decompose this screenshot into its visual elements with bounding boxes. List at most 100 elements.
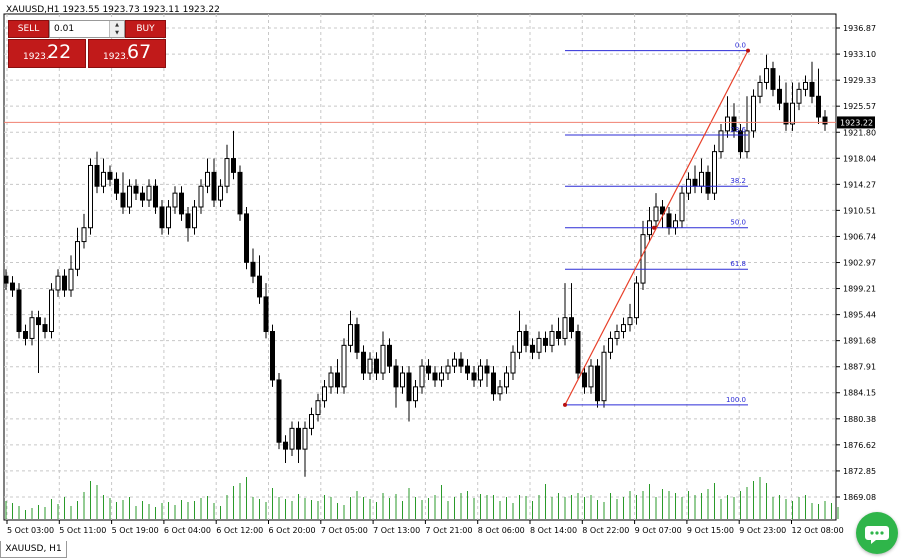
fib-anchor-end [746, 48, 750, 53]
candle-body [406, 372, 412, 402]
candle-body [289, 427, 295, 450]
candle-body [361, 351, 366, 374]
fib-anchor-start [563, 402, 567, 407]
fib-level-label: 61.8 [730, 260, 746, 268]
candle-body [640, 234, 646, 284]
candle-body [556, 331, 561, 339]
candle-body [484, 365, 490, 374]
tab-chart-xauusd[interactable]: XAUUSD, H1 [0, 541, 67, 558]
candle-body [803, 81, 808, 90]
candle-body [367, 358, 373, 374]
chat-bubble-icon [865, 526, 889, 544]
candle-body [543, 337, 548, 346]
sell-button[interactable]: SELL [8, 20, 49, 38]
symbol-ohlc-label: XAUUSD,H1 1923.55 1923.73 1923.11 1923.2… [6, 5, 220, 15]
candle-body [159, 206, 165, 229]
candle-body [400, 372, 405, 388]
x-tick-label: 12 Oct 08:00 [792, 526, 844, 535]
fib-trendline [564, 50, 749, 406]
candle-body [582, 372, 587, 388]
x-tick-label: 6 Oct 12:00 [216, 526, 263, 535]
bid-price-box[interactable]: 1923. 22 [8, 39, 86, 68]
candle-body [393, 365, 399, 388]
candle-body [549, 331, 555, 346]
y-tick-label: 1929.33 [843, 76, 876, 85]
one-click-trading-panel: SELL ▲ ▼ BUY 1923. 22 1923. 67 [8, 20, 166, 68]
candle-body [23, 331, 28, 339]
candle-body [270, 331, 275, 381]
candle-body [283, 441, 288, 450]
candle-body [822, 116, 828, 125]
candle-body [419, 365, 425, 388]
candle-body [536, 337, 542, 353]
y-tick-label: 1921.80 [843, 128, 876, 137]
x-tick-label: 8 Oct 14:00 [530, 526, 577, 535]
y-tick-label: 1880.38 [843, 415, 876, 424]
x-tick-label: 5 Oct 19:00 [112, 526, 159, 535]
candle-body [413, 386, 418, 402]
current-price-label: 1923.22 [840, 118, 873, 127]
bid-price-pips: 22 [47, 41, 72, 63]
chat-button[interactable] [856, 512, 898, 554]
candle-body [387, 344, 392, 367]
ask-price-prefix: 1923. [103, 52, 129, 62]
candle-body [517, 331, 522, 353]
y-tick-label: 1869.08 [843, 493, 876, 502]
candle-body [62, 275, 67, 291]
candle-body [205, 171, 210, 187]
candle-body [198, 185, 204, 208]
candle-body [296, 427, 301, 450]
candle-body [224, 158, 230, 187]
candle-body [439, 372, 444, 381]
candle-body [380, 344, 386, 374]
candle-body [731, 116, 737, 132]
candle-body [354, 324, 360, 353]
candle-body [445, 365, 451, 374]
lot-size-input[interactable] [50, 21, 114, 37]
candle-body [335, 372, 340, 388]
candle-body [166, 206, 171, 229]
candle-body [231, 158, 236, 173]
x-tick-label: 9 Oct 15:00 [687, 526, 734, 535]
candle-body [744, 130, 750, 153]
candle-body [458, 358, 464, 367]
y-tick-label: 1936.87 [843, 24, 876, 33]
candle-body [432, 372, 438, 381]
buy-button[interactable]: BUY [125, 20, 166, 38]
x-tick-label: 8 Oct 22:00 [582, 526, 629, 535]
lot-decrease-icon[interactable]: ▼ [109, 29, 124, 37]
candle-body [634, 282, 639, 319]
candle-body [172, 192, 178, 208]
candle-body [452, 358, 457, 367]
candle-body [120, 192, 126, 208]
ask-price-pips: 67 [127, 41, 152, 63]
ask-price-box[interactable]: 1923. 67 [88, 39, 166, 68]
candle-body [614, 331, 620, 339]
candle-body [757, 81, 763, 97]
candle-body [36, 317, 41, 326]
candle-body [81, 227, 87, 243]
candle-body [153, 185, 158, 208]
candle-body [770, 68, 776, 90]
candle-body [94, 164, 100, 187]
candle-body [374, 358, 379, 374]
candle-body [244, 213, 249, 263]
candle-body [712, 151, 717, 194]
fib-level-label: 100.0 [726, 396, 746, 404]
candle-body [16, 289, 22, 333]
x-tick-label: 7 Oct 13:00 [373, 526, 420, 535]
candle-body [575, 331, 581, 374]
candle-body [341, 344, 347, 388]
candle-body [276, 379, 282, 443]
candle-body [263, 296, 269, 333]
y-tick-label: 1872.85 [843, 467, 876, 476]
candle-body [588, 365, 594, 388]
candle-body [322, 386, 327, 402]
candle-body [796, 88, 802, 104]
candle-body [179, 192, 184, 215]
candle-body [679, 192, 685, 222]
candle-body [49, 289, 54, 333]
x-tick-label: 9 Oct 07:00 [635, 526, 682, 535]
